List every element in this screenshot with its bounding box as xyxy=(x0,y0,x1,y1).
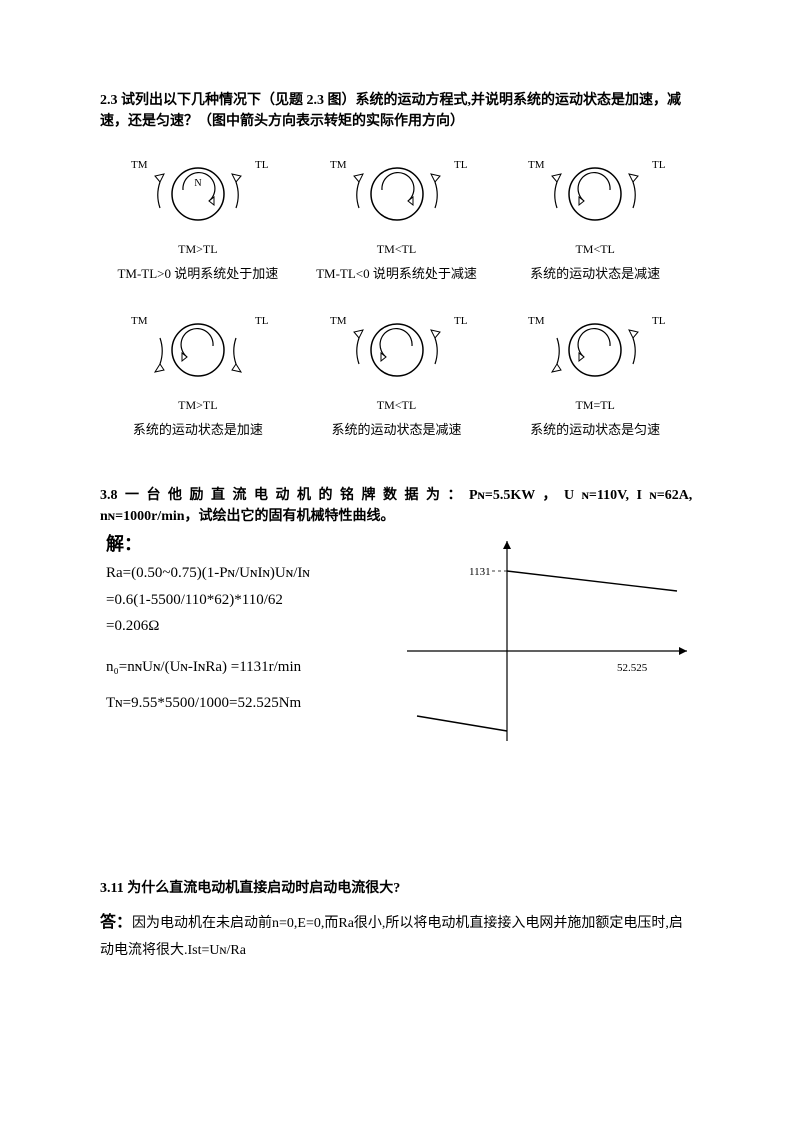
answer-4: 系统的运动状态是加速 xyxy=(100,420,296,440)
q38-solution-text: 解： Ra=(0.50~0.75)(1-Pɴ/UɴIɴ)Uɴ/Iɴ =0.6(1… xyxy=(100,531,397,758)
eq-n0: n₀=nɴUɴ/(Uɴ-IɴRa) =1131r/min xyxy=(106,656,397,679)
diagram-6: TM TL xyxy=(497,302,693,392)
answer-1: TM-TL>0 说明系统处于加速 xyxy=(100,264,296,284)
q311-title: 3.11 为什么直流电动机直接启动时启动电流很大? xyxy=(100,878,693,899)
diagram-3-footer: TM<TL xyxy=(497,240,693,258)
q23-answers-row2: 系统的运动状态是加速 系统的运动状态是减速 系统的运动状态是匀速 xyxy=(100,420,693,440)
answer-prefix: 答： xyxy=(100,914,132,931)
q38-title: 3.8 一 台 他 励 直 流 电 动 机 的 铭 牌 数 据 为 ： Pɴ=5… xyxy=(100,485,693,527)
answer-6: 系统的运动状态是匀速 xyxy=(497,420,693,440)
svg-text:TL: TL xyxy=(652,315,666,327)
diagram-1: N TM TL xyxy=(100,146,296,236)
svg-text:TM: TM xyxy=(131,315,148,327)
eq-ra3: =0.206Ω xyxy=(106,615,397,638)
tm-label: TM xyxy=(131,159,148,171)
q23-diagram-row2: TM TL TM>TL TM TL xyxy=(100,302,693,414)
svg-text:TL: TL xyxy=(454,315,468,327)
answer-2: TM-TL<0 说明系统处于减速 xyxy=(299,264,495,284)
diagram-5: TM TL xyxy=(299,302,495,392)
diagram-4: TM TL xyxy=(100,302,296,392)
svg-text:TL: TL xyxy=(652,159,666,171)
q23-diagram-row1: N TM TL TM>TL xyxy=(100,146,693,258)
svg-text:TL: TL xyxy=(454,159,468,171)
q23-answers-row1: TM-TL>0 说明系统处于加速 TM-TL<0 说明系统处于减速 系统的运动状… xyxy=(100,264,693,284)
solution-label: 解： xyxy=(106,531,397,558)
svg-text:TL: TL xyxy=(255,315,269,327)
svg-text:TM: TM xyxy=(330,159,347,171)
diagram-1-footer: TM>TL xyxy=(100,240,296,258)
eq-ra2: =0.6(1-5500/110*62)*110/62 xyxy=(106,589,397,612)
q311-answer: 答：因为电动机在未启动前n=0,E=0,而Ra很小,所以将电动机直接接入电网并施… xyxy=(100,909,693,963)
eq-ra1: Ra=(0.50~0.75)(1-Pɴ/UɴIɴ)Uɴ/Iɴ xyxy=(106,562,397,585)
answer-text: 因为电动机在未启动前n=0,E=0,而Ra很小,所以将电动机直接接入电网并施加额… xyxy=(100,916,683,958)
diagram-4-footer: TM>TL xyxy=(100,396,296,414)
svg-text:TM: TM xyxy=(330,315,347,327)
svg-text:TM: TM xyxy=(528,315,545,327)
diagram-2-footer: TM<TL xyxy=(299,240,495,258)
q23-title: 2.3 试列出以下几种情况下（见题 2.3 图）系统的运动方程式,并说明系统的运… xyxy=(100,90,693,132)
chart-x-label: 52.525 xyxy=(617,662,648,674)
diagram-2: TM TL xyxy=(299,146,495,236)
diagram-5-footer: TM<TL xyxy=(299,396,495,414)
diagram-6-footer: TM=TL xyxy=(497,396,693,414)
chart-y-label: 1131 xyxy=(469,566,491,578)
svg-text:TM: TM xyxy=(528,159,545,171)
answer-5: 系统的运动状态是减速 xyxy=(299,420,495,440)
tl-label: TL xyxy=(255,159,269,171)
answer-3: 系统的运动状态是减速 xyxy=(497,264,693,284)
eq-tn: Tɴ=9.55*5500/1000=52.525Nm xyxy=(106,692,397,715)
n-label: N xyxy=(194,178,201,189)
q38-chart: 1131 52.525 xyxy=(397,531,694,758)
diagram-3: TM TL xyxy=(497,146,693,236)
